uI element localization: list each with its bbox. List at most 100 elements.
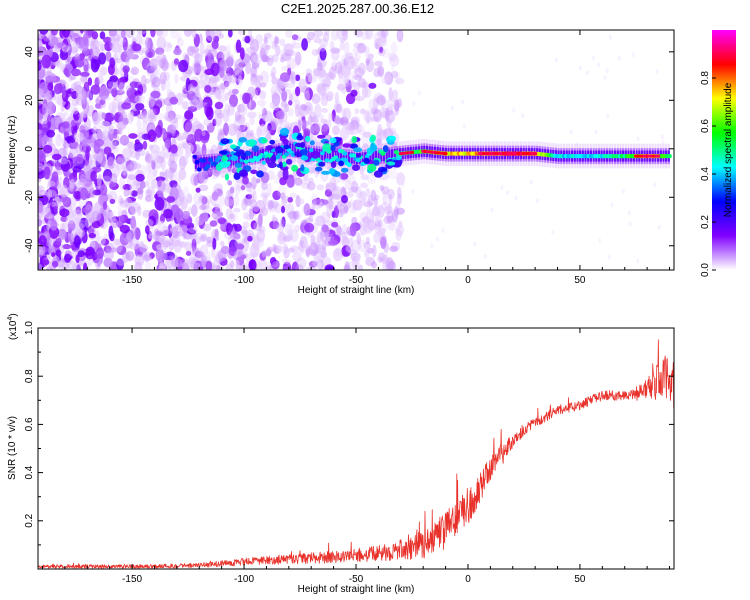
spectrogram-noise-cell [116, 121, 127, 130]
spectrogram-noise-cell [324, 30, 330, 36]
spectrogram-ridge-cell [256, 170, 264, 178]
spectrogram-noise-cell [97, 152, 103, 164]
spectrogram-noise-cell [320, 93, 329, 107]
spectrogram-noise-cell [246, 183, 252, 193]
spectrogram-noise-cell [119, 198, 125, 205]
spectrogram-noise-cell [51, 171, 59, 182]
spectrogram-noise-cell [46, 66, 52, 77]
spectrogram-noise-cell [75, 223, 85, 230]
y-tick-label: 0.8 [24, 369, 35, 383]
spectrogram-ridge-halo [251, 151, 254, 163]
spectrogram-noise-cell [184, 121, 195, 135]
spectrogram-noise-cell [330, 61, 338, 72]
spectrogram-noise-cell [281, 216, 286, 228]
spectrogram-noise-cell [253, 75, 264, 83]
spectrogram-noise-cell [180, 258, 190, 268]
spectrogram-noise-cell [272, 243, 277, 253]
spectrogram-noise-cell [117, 154, 124, 164]
spectrogram-noise-cell [385, 107, 390, 122]
spectrogram-noise-cell [367, 219, 376, 231]
spectrogram-noise-cell [257, 213, 263, 228]
spectrogram-noise-cell [205, 30, 216, 41]
spectrogram-noise-cell [77, 250, 85, 258]
spectrogram-ridge-halo [272, 146, 275, 158]
spectrogram-noise-cell [253, 54, 263, 65]
spectrogram-noise-cell [363, 224, 373, 234]
spectrogram-noise-cell [89, 43, 99, 57]
spectrogram-noise-cell [380, 236, 387, 249]
spectrogram-noise-cell [48, 241, 53, 249]
spectrogram-noise-cell [135, 173, 145, 182]
spectrogram-noise-cell [336, 30, 343, 40]
spectrogram-noise-cell [59, 157, 68, 165]
spectrogram-noise-cell [166, 89, 173, 98]
spectrogram-noise-cell [198, 66, 204, 79]
spectrogram-x-ticks: -150 -100 -50 0 50 [41, 30, 671, 286]
spectrogram-noise-cell [261, 251, 268, 258]
spectrogram-noise-cell [64, 170, 71, 178]
spectrogram-ridge-cell [352, 164, 360, 171]
spectrogram-noise-cell [597, 62, 601, 68]
spectrogram-noise-cell [279, 56, 285, 63]
spectrogram-noise-cell [379, 184, 384, 191]
spectrogram-noise-cell [121, 156, 127, 169]
spectrogram-noise-cell [490, 207, 494, 213]
spectrogram-noise-cell [303, 90, 310, 102]
spectrogram-ridge-halo [294, 144, 297, 156]
spectrogram-ridge-cell [205, 164, 211, 169]
spectrogram-noise-cell [657, 224, 661, 230]
spectrogram-noise-cell [349, 81, 359, 88]
spectrogram-noise-cell [250, 66, 257, 78]
spectrogram-noise-cell [368, 61, 375, 72]
spectrogram-noise-cell [328, 196, 338, 209]
spectrogram-noise-cell [274, 36, 280, 45]
spectrogram-noise-cell [361, 85, 368, 98]
spectrogram-noise-cell [159, 261, 167, 270]
spectrogram-ridge-halo [307, 147, 310, 159]
spectrogram-noise-cell [348, 123, 359, 136]
spectrogram-noise-cell [234, 110, 241, 122]
spectrogram-noise-cell [56, 42, 66, 49]
spectrogram-noise-cell [145, 40, 150, 50]
spectrogram-noise-cell [341, 231, 347, 242]
spectrogram-noise-cell [266, 54, 275, 62]
spectrogram-noise-cell [258, 259, 268, 270]
spectrogram-noise-cell [136, 32, 143, 46]
spectrogram-noise-cell [307, 114, 313, 126]
spectrogram-noise-cell [100, 95, 111, 101]
spectrogram-noise-cell [62, 196, 72, 208]
spectrogram-noise-cell [237, 114, 246, 125]
spectrogram-noise-cell [115, 156, 124, 171]
spectrogram-noise-cell [39, 30, 49, 35]
spectrogram-noise-cell [389, 245, 399, 253]
spectrogram-ridge-cell [305, 135, 311, 142]
spectrogram-noise-cell [80, 75, 88, 83]
spectrogram-noise-cell [301, 38, 308, 51]
spectrogram-noise-cell [357, 77, 367, 88]
spectrogram-noise-cell [115, 153, 125, 165]
spectrogram-noise-cell [364, 244, 370, 256]
spectrogram-noise-cell [69, 178, 75, 192]
spectrogram-ridge-cell [220, 161, 230, 168]
spectrogram-noise-cell [209, 88, 217, 96]
spectrogram-noise-cell [226, 44, 231, 57]
spectrogram-ridge-halo [390, 149, 394, 161]
spectrogram-noise-cell [179, 241, 185, 247]
spectrogram-noise-cell [575, 142, 578, 148]
spectrogram-noise-cell [622, 188, 625, 194]
spectrogram-noise-cell [358, 239, 367, 253]
spectrogram-noise-cell [386, 117, 392, 129]
spectrogram-noise-cell [282, 167, 289, 181]
spectrogram-noise-cell [394, 102, 400, 116]
spectrogram-ridge-halo [291, 143, 294, 155]
spectrogram-noise-cell [251, 173, 257, 185]
spectrogram-ridge-cell [267, 161, 277, 169]
spectrogram-ridge-cell [224, 173, 230, 181]
spectrogram-noise-cell [332, 186, 339, 195]
spectrogram-noise-cell [102, 201, 108, 211]
spectrogram-ridge-halo [218, 155, 222, 167]
spectrogram-noise-cell [188, 227, 198, 234]
spectrogram-noise-cell [342, 223, 348, 235]
spectrogram-noise-cell [290, 71, 297, 85]
spectrogram-noise-cell [394, 89, 398, 95]
